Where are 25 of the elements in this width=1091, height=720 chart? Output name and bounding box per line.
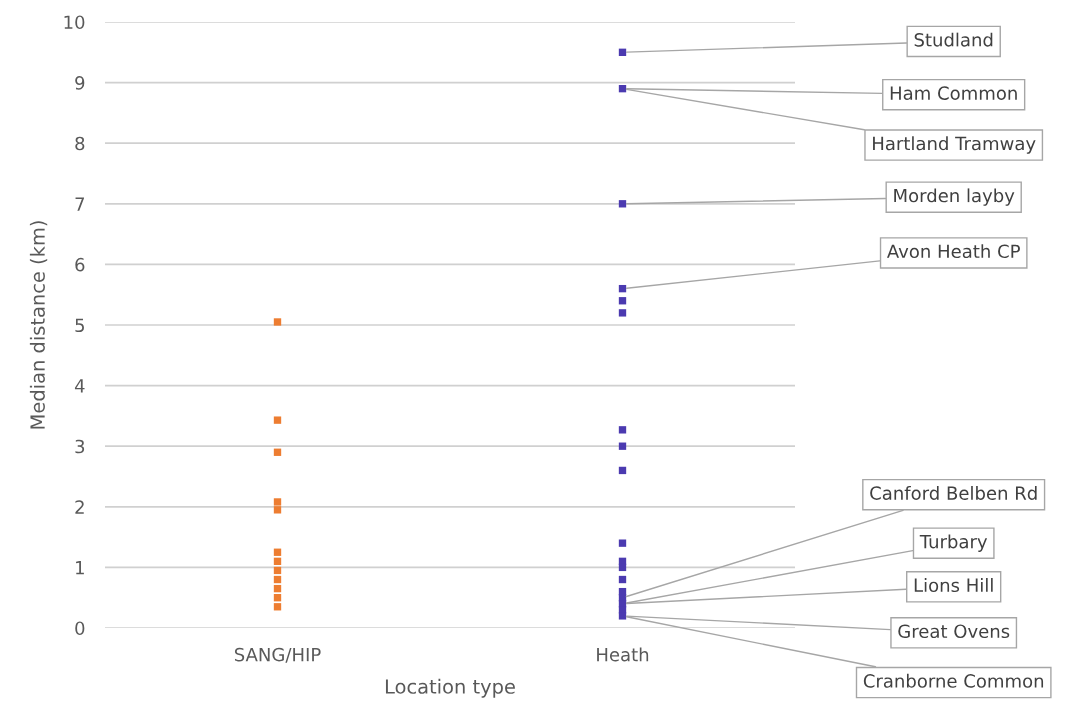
- y-tick-label: 0: [75, 621, 85, 636]
- x-tick-label: SANG/HIP: [234, 647, 321, 663]
- y-tick-label: 10: [64, 15, 85, 30]
- y-tick-label: 9: [75, 76, 85, 90]
- annotation: Morden layby: [894, 188, 1015, 206]
- annotation: Ham Common: [890, 86, 1017, 100]
- y-tick-label: 3: [75, 439, 85, 454]
- y-tick-label: 5: [75, 318, 84, 333]
- annotation: Turbary: [919, 534, 988, 552]
- y-tick-label: 4: [74, 379, 85, 393]
- annotation: Avon Heath CP: [886, 244, 1020, 259]
- annotation: Hartland Tramway: [873, 136, 1036, 154]
- y-tick-label: 1: [76, 561, 84, 575]
- x-axis-title: Location type: [385, 678, 515, 698]
- annotation: Canford Belben Rd: [870, 485, 1037, 500]
- annotation: Lions Hill: [914, 578, 993, 593]
- annotation: Cranborne Common: [863, 673, 1044, 688]
- y-tick-label: 7: [75, 197, 85, 211]
- y-tick-label: 2: [75, 500, 84, 514]
- y-tick-label: 6: [75, 257, 85, 272]
- annotation: Studland: [914, 32, 993, 47]
- y-tick-label: 8: [75, 136, 85, 151]
- annotation: Great Ovens: [898, 624, 1010, 639]
- y-axis-title: Median distance (km): [29, 221, 48, 429]
- x-tick-label: Heath: [597, 647, 649, 662]
